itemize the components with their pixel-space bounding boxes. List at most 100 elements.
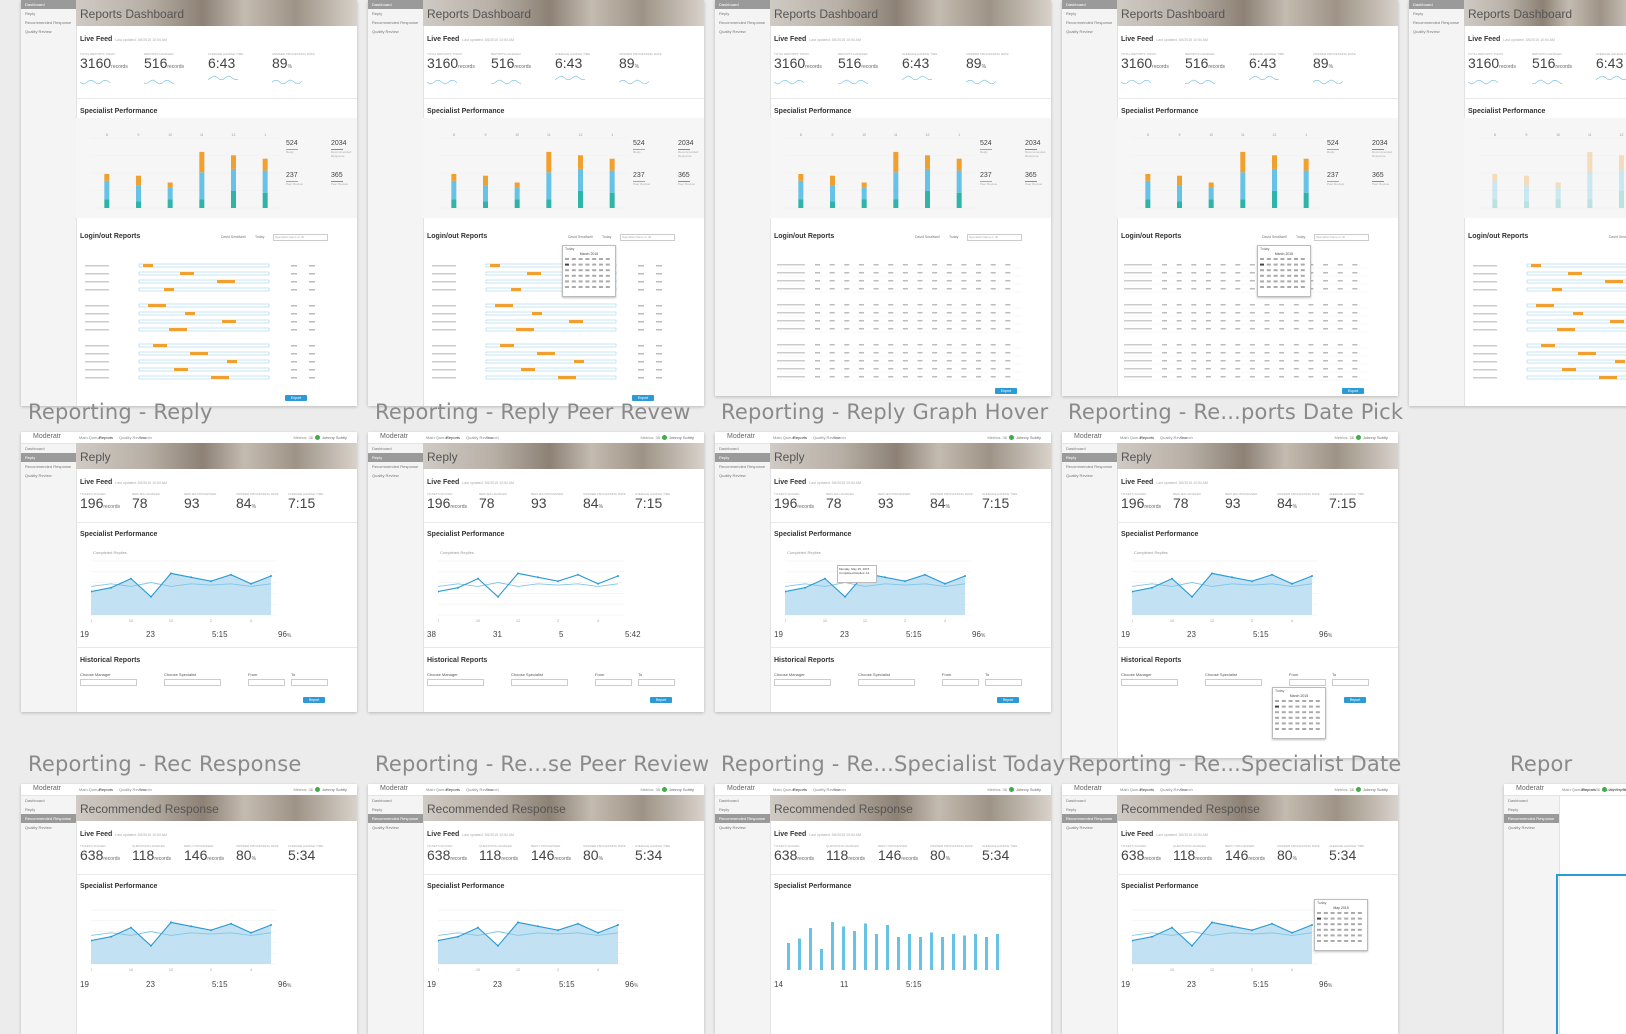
data-point[interactable] [1191, 945, 1193, 947]
calendar-day[interactable] [565, 269, 569, 271]
export-button[interactable]: Export [1342, 388, 1364, 394]
bar-segment[interactable] [1619, 169, 1624, 191]
calendar-day[interactable] [1351, 923, 1355, 925]
calendar-day[interactable] [1280, 280, 1284, 282]
calendar-day[interactable] [1294, 275, 1298, 277]
sidebar-item[interactable]: Quality Review [1062, 823, 1117, 832]
app-logo[interactable]: Moderatr [727, 785, 755, 792]
user-menu[interactable]: Johnny Sohtly [1009, 435, 1041, 440]
bar[interactable] [974, 934, 977, 970]
artboard[interactable]: Dashboard Reply Recommended Response Qualit… [21, 0, 357, 406]
bar-segment[interactable] [1177, 186, 1182, 201]
bar-segment[interactable] [231, 169, 236, 191]
sidebar-item[interactable]: Quality Review [1504, 823, 1559, 832]
data-point[interactable] [824, 578, 826, 580]
calendar-day[interactable] [1331, 940, 1335, 942]
sidebar-item[interactable]: Reply [21, 805, 76, 814]
filter-select[interactable]: David Smallwell [915, 235, 945, 240]
calendar-day[interactable] [1280, 286, 1284, 288]
artboard-title[interactable]: Reporting - Rec Response [28, 752, 301, 776]
calendar-day[interactable] [1301, 280, 1305, 282]
calendar-day[interactable] [592, 275, 596, 277]
bar-segment[interactable] [925, 155, 930, 169]
bar-segment[interactable] [483, 176, 488, 186]
calendar-day[interactable] [585, 258, 589, 260]
calendar-day[interactable] [1282, 722, 1286, 724]
data-point[interactable] [1151, 587, 1153, 589]
timeline-segment[interactable] [211, 376, 229, 379]
bar-segment[interactable] [1587, 172, 1592, 199]
calendar-day[interactable] [1280, 269, 1284, 271]
data-point[interactable] [537, 925, 539, 927]
data-point[interactable] [497, 596, 499, 598]
bar-segment[interactable] [798, 174, 803, 181]
calendar-day[interactable] [1289, 700, 1293, 702]
bar-segment[interactable] [798, 181, 803, 200]
calendar-day[interactable] [1309, 706, 1313, 708]
timeline-segment[interactable] [527, 272, 541, 275]
calendar-day[interactable] [1351, 912, 1355, 914]
calendar-day[interactable] [1280, 258, 1284, 260]
calendar-day[interactable] [1295, 728, 1299, 730]
data-point[interactable] [617, 924, 619, 926]
filter-select[interactable] [604, 110, 624, 115]
text-input[interactable] [985, 679, 1022, 686]
filter-select[interactable] [973, 110, 993, 115]
sidebar-item[interactable]: Recommended Response [368, 18, 423, 27]
calendar-day[interactable] [1344, 923, 1348, 925]
artboard[interactable]: ModeratrMain QueueReportsQuality ReviewS… [715, 432, 1051, 712]
artboard[interactable]: ModeratrMain QueueReportsQuality ReviewS… [21, 432, 357, 712]
sidebar-item[interactable]: Reply [368, 453, 423, 462]
calendar-grid[interactable] [1315, 910, 1365, 946]
data-point[interactable] [577, 923, 579, 925]
app-logo[interactable]: Moderatr [380, 433, 408, 440]
calendar-day[interactable] [1331, 934, 1335, 936]
timeline-segment[interactable] [153, 344, 167, 347]
timeline-segment[interactable] [174, 368, 188, 371]
sidebar-item[interactable]: Recommended Response [1062, 814, 1117, 823]
data-point[interactable] [577, 574, 579, 576]
data-point[interactable] [230, 574, 232, 576]
calendar-day[interactable] [1295, 706, 1299, 708]
bar-segment[interactable] [862, 200, 867, 209]
sidebar-item[interactable]: Quality Review [715, 27, 770, 36]
calendar-day[interactable] [599, 280, 603, 282]
calendar-day[interactable] [1324, 940, 1328, 942]
timeline-segment[interactable] [511, 288, 521, 291]
data-point[interactable] [210, 580, 212, 582]
data-point[interactable] [1191, 596, 1193, 598]
filter-select[interactable]: Today [602, 235, 616, 240]
calendar-day[interactable] [1260, 280, 1264, 282]
calendar-day[interactable] [572, 286, 576, 288]
calendar-day[interactable] [1331, 918, 1335, 920]
data-point[interactable] [884, 576, 886, 578]
data-point[interactable] [110, 936, 112, 938]
bar[interactable] [864, 924, 867, 971]
bar[interactable] [996, 934, 999, 970]
calendar-day[interactable] [585, 275, 589, 277]
sidebar-item[interactable]: Dashboard [21, 444, 76, 453]
calendar-day[interactable] [606, 258, 610, 260]
calendar-day[interactable] [1337, 940, 1341, 942]
user-menu[interactable]: Johnny Sohtly [1009, 787, 1041, 792]
data-point[interactable] [1291, 932, 1293, 934]
bar-segment[interactable] [1556, 200, 1561, 209]
bar-segment[interactable] [862, 183, 867, 188]
calendar-day[interactable] [1317, 918, 1321, 920]
timeline-segment[interactable] [1610, 320, 1624, 323]
data-point[interactable] [804, 587, 806, 589]
sidebar-item[interactable]: Reply [715, 453, 770, 462]
calendar-day[interactable] [585, 286, 589, 288]
nav-item[interactable]: Reports [446, 435, 460, 440]
bar[interactable] [853, 931, 856, 970]
calendar-day[interactable] [592, 280, 596, 282]
bar-segment[interactable] [199, 172, 204, 199]
bar-segment[interactable] [1304, 159, 1309, 171]
calendar-day[interactable] [1267, 269, 1271, 271]
data-point[interactable] [1151, 936, 1153, 938]
text-input[interactable] [164, 679, 221, 686]
date-picker[interactable]: Today March 2015 [562, 245, 616, 297]
bar-segment[interactable] [1587, 200, 1592, 209]
nav-item[interactable]: Main Queue [426, 435, 448, 440]
calendar-day[interactable] [1295, 700, 1299, 702]
